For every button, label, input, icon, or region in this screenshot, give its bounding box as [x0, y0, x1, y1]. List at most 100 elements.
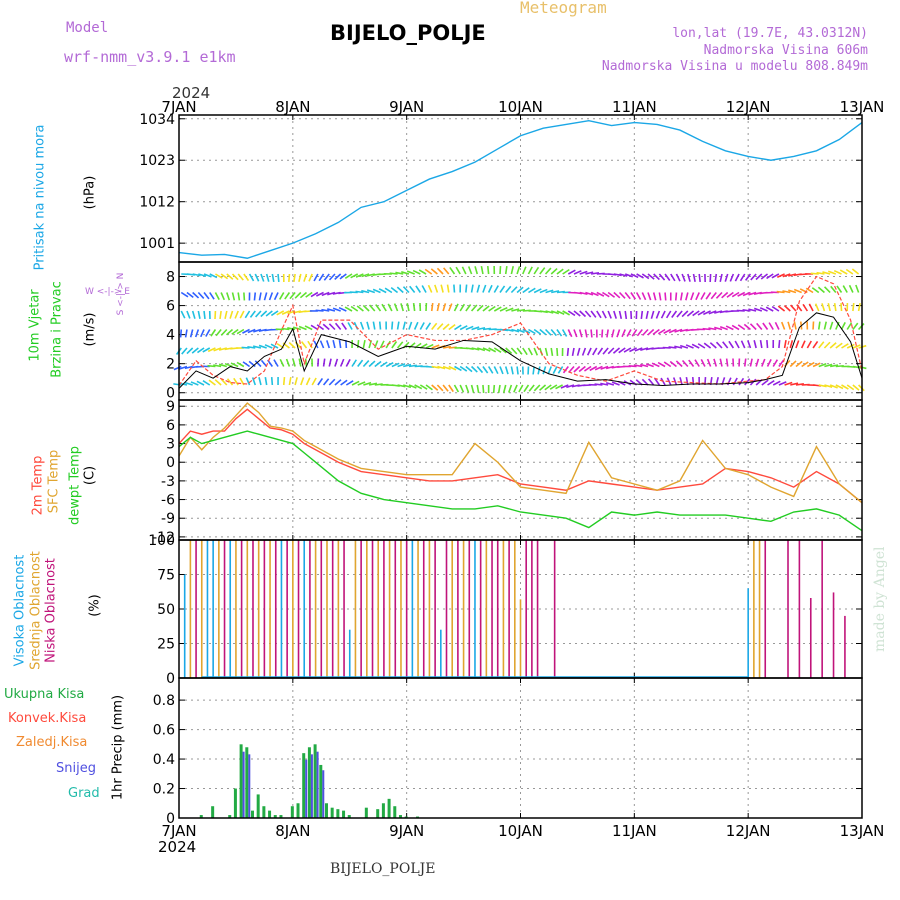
wind-barb	[332, 307, 341, 312]
y-tick-label: 2	[166, 357, 175, 373]
wind-barb	[220, 292, 225, 301]
wind-barb	[567, 269, 576, 275]
wind-barb	[537, 366, 541, 375]
wind-barb	[355, 273, 364, 278]
wind-barb	[635, 292, 642, 300]
wind-barb	[243, 273, 250, 282]
wind-barb	[734, 273, 740, 282]
wind-barb	[823, 321, 828, 330]
wind-barb	[647, 273, 655, 280]
wind-barb	[304, 358, 308, 367]
wind-barb	[505, 307, 514, 312]
wind-barb	[685, 344, 694, 349]
wind-barb	[224, 310, 228, 319]
wind-barb	[281, 310, 290, 315]
wind-barb	[768, 322, 774, 330]
year-bottom: 2024	[158, 838, 197, 856]
wind-barb	[233, 377, 239, 386]
wind-barb	[697, 310, 706, 316]
wind-barb	[493, 285, 499, 293]
precip-bar	[245, 747, 249, 818]
wind-barb	[323, 273, 330, 281]
wind-barb	[533, 384, 541, 392]
wind-barb	[518, 384, 524, 393]
wind-barb	[379, 340, 385, 349]
wind-barb	[516, 328, 525, 334]
wind-barb	[697, 343, 706, 349]
precip-bar	[268, 810, 272, 818]
y-tick-label: 6	[166, 418, 175, 434]
wind-barb	[505, 285, 512, 294]
wind-barb	[332, 340, 336, 349]
wind-barb	[589, 365, 598, 372]
wind-barb	[277, 273, 280, 283]
wind-barb	[436, 267, 444, 275]
wind-barb	[322, 358, 326, 367]
wind-barb	[628, 365, 637, 368]
station-title: BIJELO_POLJE	[330, 21, 486, 45]
wind-barb	[224, 362, 233, 368]
wind-barb	[287, 327, 296, 331]
wind-barb	[811, 287, 820, 294]
wind-barb	[391, 321, 394, 330]
wind-barb	[307, 340, 313, 349]
wind-barb	[301, 341, 308, 349]
wind-barb	[555, 384, 563, 390]
wind-barb	[579, 310, 587, 318]
wind-barb	[790, 304, 797, 312]
wind-barb	[372, 321, 376, 330]
wind-barb	[184, 381, 193, 386]
wind-barb	[303, 273, 308, 282]
wind-barb	[202, 347, 211, 353]
wind-barb	[431, 384, 439, 391]
wind-barb	[510, 286, 518, 294]
precip-snow-bar	[305, 759, 308, 818]
wind-barb	[356, 305, 364, 312]
wind-barb	[681, 359, 689, 368]
wind-barb	[729, 273, 735, 282]
wind-barb	[576, 347, 581, 356]
x-tick-label-top: 11JAN	[612, 98, 657, 116]
wind-barb	[788, 289, 797, 294]
wind-barb	[734, 340, 740, 349]
precip-snow-bar	[248, 754, 251, 818]
y-tick-label: 0	[166, 455, 175, 471]
wind-barb	[207, 364, 216, 368]
wind-barb	[808, 303, 814, 312]
wind-barb	[402, 321, 406, 330]
temp-dew-line	[178, 430, 863, 532]
wind-barb	[657, 361, 666, 368]
wind-barb	[836, 285, 843, 293]
wind-barb	[180, 310, 186, 319]
wind-barb	[334, 273, 342, 280]
wind-barb	[487, 366, 494, 374]
wind-barb	[471, 347, 480, 351]
wind-barb	[448, 324, 456, 331]
precip-bar	[273, 815, 277, 818]
wind-barb	[397, 384, 406, 388]
wind-barb	[725, 358, 729, 367]
wind-barb	[476, 365, 484, 374]
y-tick-label: 0	[166, 386, 175, 402]
wind-barb	[372, 288, 381, 294]
wind-barb	[647, 328, 655, 336]
wind-barb	[605, 365, 615, 370]
wind-barb	[200, 329, 205, 338]
wind-barb	[579, 270, 588, 275]
wind-barb	[230, 362, 239, 368]
wind-barb	[681, 310, 689, 318]
y-tick-label: 0.4	[153, 752, 175, 768]
wind-barb	[351, 359, 357, 367]
wind-barb	[550, 347, 554, 357]
wind-barb	[665, 310, 672, 319]
wind-barb	[686, 310, 695, 317]
wind-barb	[787, 321, 792, 330]
wind-barb	[795, 383, 805, 386]
wind-barb	[255, 310, 262, 318]
wind-barb	[547, 366, 552, 375]
wind-barb	[747, 340, 752, 349]
lonlat-info: lon,lat (19.7E, 43.0312N)	[672, 26, 868, 41]
wind-barb	[229, 310, 234, 319]
altitude-model-info: Nadmorska Visina u modelu 808.849m	[601, 59, 868, 74]
wind-compass-we: W <-|-> E	[85, 287, 130, 297]
